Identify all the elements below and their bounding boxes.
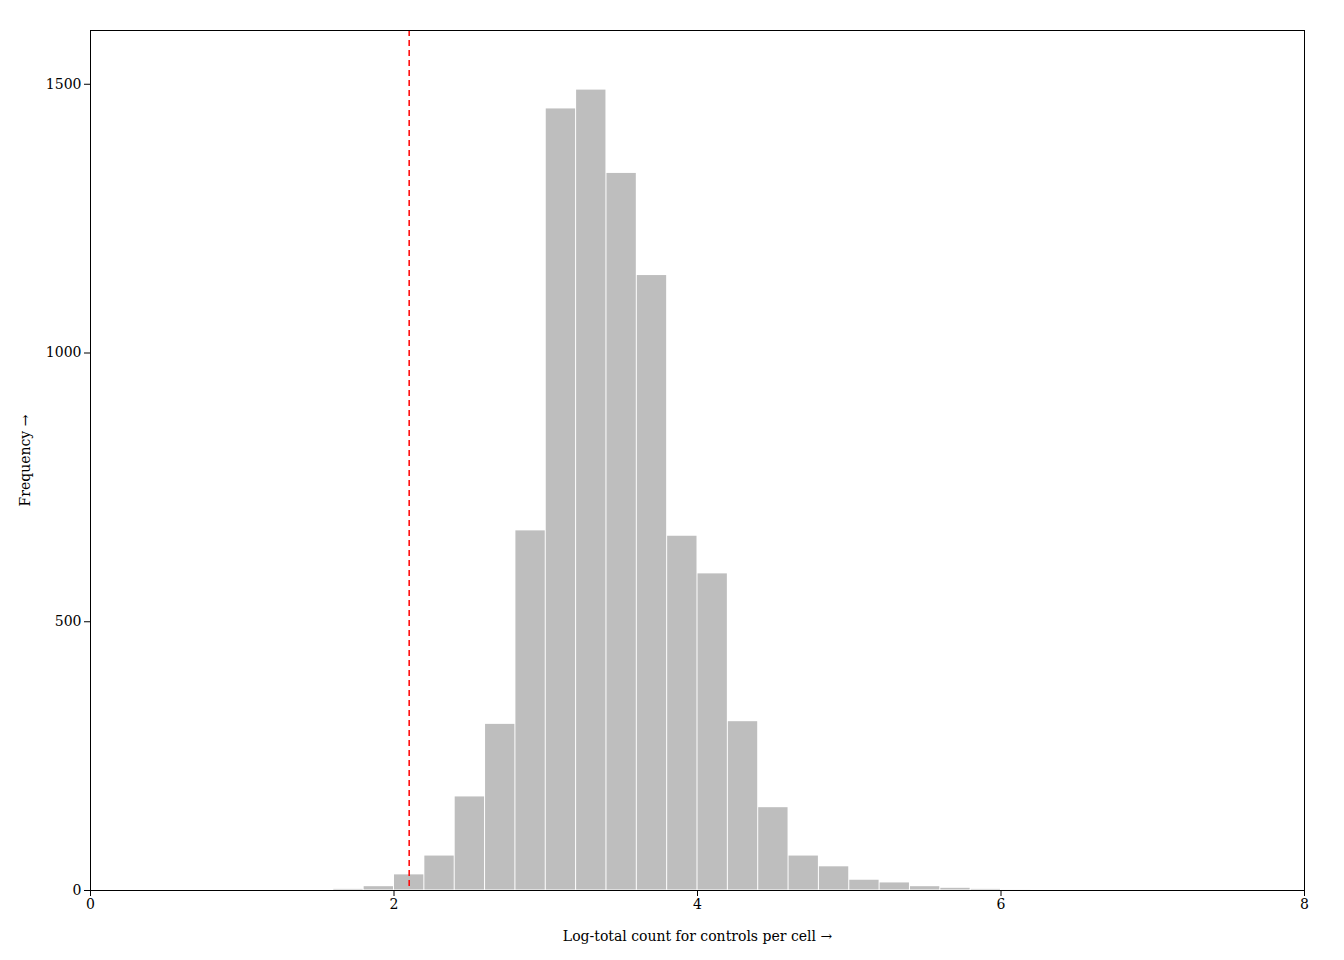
svg-text:1500: 1500 <box>46 76 82 92</box>
svg-text:0: 0 <box>86 896 95 912</box>
svg-text:0: 0 <box>73 882 82 898</box>
svg-text:Log-total count for controls p: Log-total count for controls per cell → <box>563 928 833 944</box>
svg-text:2: 2 <box>390 896 399 912</box>
svg-text:1000: 1000 <box>46 344 82 360</box>
svg-text:4: 4 <box>693 896 702 912</box>
svg-text:8: 8 <box>1300 896 1309 912</box>
svg-text:500: 500 <box>55 613 82 629</box>
svg-text:6: 6 <box>997 896 1006 912</box>
svg-text:Frequency →: Frequency → <box>17 414 33 506</box>
